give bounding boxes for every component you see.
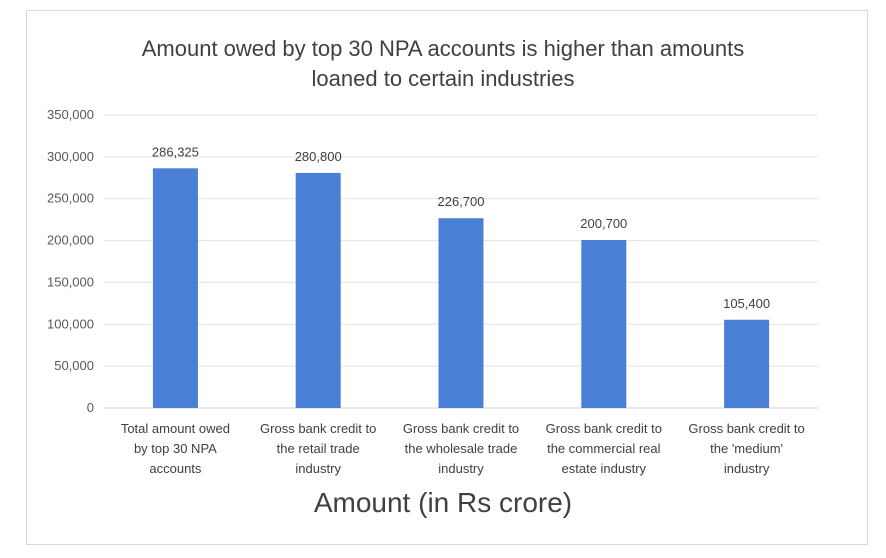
x-tick-label-line: estate industry [562, 461, 647, 476]
bar [581, 239, 627, 408]
x-tick-label-line: Gross bank credit to [403, 421, 519, 436]
x-tick-label-line: industry [295, 461, 341, 476]
chart-title-line-1: Amount owed by top 30 NPA accounts is hi… [141, 36, 745, 61]
x-tick-label: Gross bank credit to the wholesale trade i… [403, 421, 519, 476]
x-tick-label: Gross bank credit to the commercial real e… [546, 421, 662, 476]
data-label: 226,700 [438, 194, 485, 209]
x-tick-label: Gross bank credit to the 'medium' industry [688, 421, 804, 476]
bar [724, 319, 770, 408]
y-tick-label: 300,000 [47, 149, 94, 164]
x-tick-label-line: industry [724, 461, 770, 476]
data-label: 200,700 [580, 216, 627, 231]
bar [295, 172, 341, 408]
y-tick-label: 50,000 [54, 358, 94, 373]
x-tick-label-line: industry [438, 461, 484, 476]
x-tick-label-line: by top 30 NPA [134, 441, 217, 456]
y-tick-label: 150,000 [47, 274, 94, 289]
bar [152, 168, 198, 408]
x-tick-label-line: the retail trade [277, 441, 360, 456]
x-tick-label-line: the wholesale trade [405, 441, 518, 456]
x-tick-label-line: Gross bank credit to [688, 421, 804, 436]
x-tick-label-line: accounts [149, 461, 202, 476]
chart-title-line-2: loaned to certain industries [311, 66, 575, 91]
data-label: 286,325 [152, 144, 199, 159]
x-tick-label: Gross bank credit to the retail trade indu… [260, 421, 376, 476]
data-label: 280,800 [295, 149, 342, 164]
bar [438, 218, 484, 408]
data-label: 105,400 [723, 296, 770, 311]
x-tick-label-line: Gross bank credit to [546, 421, 662, 436]
y-tick-label: 250,000 [47, 191, 94, 206]
chart-title: Amount owed by top 30 NPA accounts is hi… [0, 34, 886, 94]
x-axis-title: Amount (in Rs crore) [313, 487, 573, 518]
y-tick-label: 200,000 [47, 233, 94, 248]
y-tick-label: 100,000 [47, 316, 94, 331]
y-tick-label: 0 [87, 400, 94, 415]
x-tick-label: Total amount owed by top 30 NPA accounts [121, 421, 230, 476]
x-tick-label-line: the 'medium' [710, 441, 783, 456]
x-tick-label-line: the commercial real [547, 441, 661, 456]
x-tick-label-line: Gross bank credit to [260, 421, 376, 436]
y-tick-label: 350,000 [47, 107, 94, 122]
x-tick-label-line: Total amount owed [121, 421, 230, 436]
